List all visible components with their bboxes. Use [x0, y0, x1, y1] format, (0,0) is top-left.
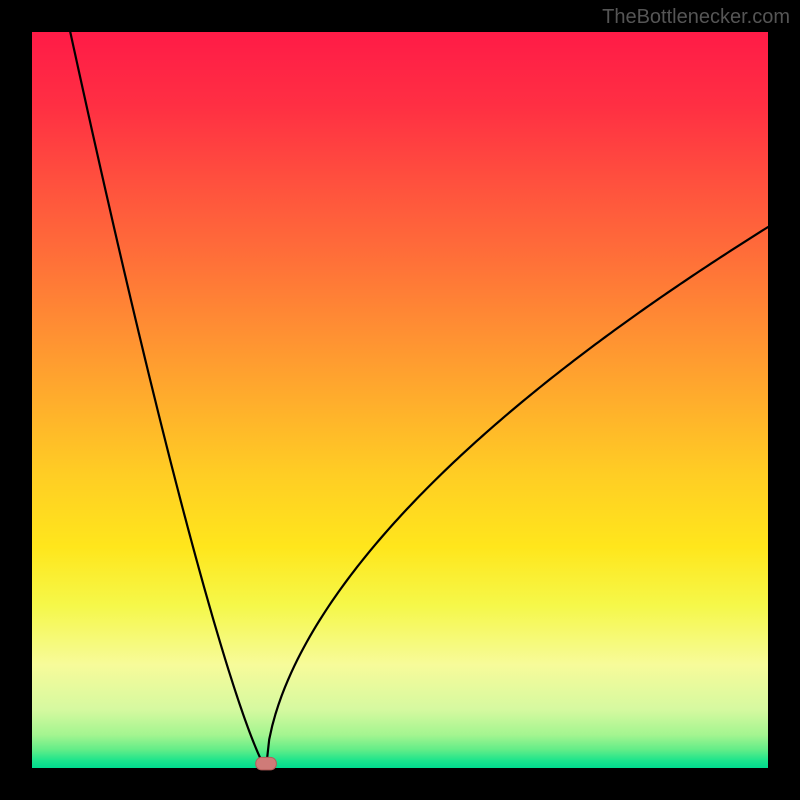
watermark-text: TheBottlenecker.com — [602, 6, 790, 29]
bottleneck-chart — [0, 0, 800, 800]
chart-frame: TheBottlenecker.com — [0, 0, 800, 800]
